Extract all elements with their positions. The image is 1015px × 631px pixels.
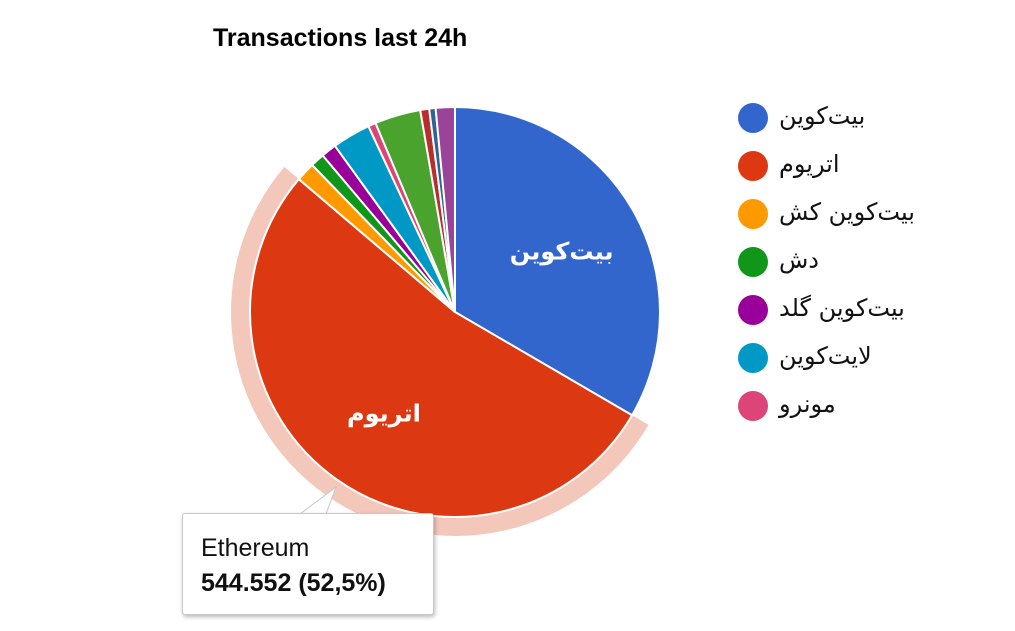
legend-label: بیت‌کوین کش: [779, 198, 915, 226]
pie-slice-1[interactable]: [249, 177, 634, 518]
legend-color-dot: [738, 391, 768, 421]
legend: بیت‌کوین اتریوم بیت‌کوین کش دش بیت‌کوین گلد ل…: [735, 100, 945, 436]
legend-label: لایت‌کوین: [779, 342, 872, 370]
legend-color-dot: [738, 295, 768, 325]
legend-item[interactable]: مونرو: [735, 388, 945, 436]
tooltip-series-name: Ethereum: [201, 534, 310, 562]
pie-slice-0[interactable]: [454, 105, 661, 417]
legend-item[interactable]: بیت‌کوین گلد: [735, 292, 945, 340]
legend-color-dot: [738, 343, 768, 373]
legend-color-dot: [738, 199, 768, 229]
tooltip: Ethereum 544.552 (52,5%): [182, 513, 434, 615]
legend-item[interactable]: اتریوم: [735, 148, 945, 196]
legend-color-dot: [738, 103, 768, 133]
slice-label-0: بیت‌کوین: [510, 238, 614, 266]
legend-color-dot: [738, 151, 768, 181]
legend-item[interactable]: بیت‌کوین کش: [735, 196, 945, 244]
legend-item[interactable]: لایت‌کوین: [735, 340, 945, 388]
tooltip-pointer: [299, 485, 338, 515]
legend-color-dot: [738, 247, 768, 277]
tooltip-value: 544.552 (52,5%): [201, 569, 386, 597]
legend-label: بیت‌کوین گلد: [779, 294, 905, 322]
legend-label: اتریوم: [779, 150, 840, 178]
legend-label: دش: [779, 246, 819, 274]
legend-label: بیت‌کوین: [779, 102, 866, 130]
chart-title: Transactions last 24h: [213, 24, 468, 52]
legend-label: مونرو: [779, 390, 836, 418]
legend-item[interactable]: دش: [735, 244, 945, 292]
pie-slice-10[interactable]: [434, 105, 456, 313]
legend-item[interactable]: بیت‌کوین: [735, 100, 945, 148]
slice-highlight-ring: [231, 166, 649, 536]
slice-label-1: اتریوم: [347, 399, 421, 427]
